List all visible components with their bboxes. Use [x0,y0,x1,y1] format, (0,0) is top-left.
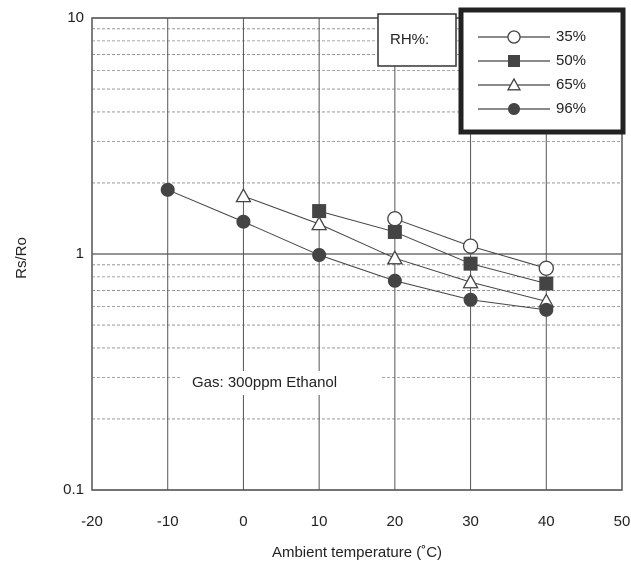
x-tick-label: 0 [239,513,247,530]
x-tick-label: 20 [387,513,404,530]
marker [388,225,402,239]
legend-label: 65% [556,76,586,93]
y-tick-label: 10 [67,9,84,26]
marker [539,261,553,275]
marker [388,251,402,264]
annotation: Gas: 300ppm Ethanol [192,374,337,391]
chart: Gas: 300ppm Ethanol RH%: Rs/Ro Ambient t… [0,0,631,572]
legend-label: 50% [556,52,586,69]
marker [388,274,402,288]
y-axis-label: Rs/Ro [13,237,30,279]
series-line [319,211,546,283]
marker [464,257,478,271]
marker [464,293,478,307]
x-tick-label: -20 [81,513,103,530]
legend-title: RH%: [390,31,429,48]
marker [312,217,326,230]
marker [236,189,250,202]
marker [161,183,175,197]
marks [161,183,554,317]
x-tick-label: 50 [614,513,631,530]
x-tick-label: -10 [157,513,179,530]
x-tick-label: 40 [538,513,555,530]
legend-marker [508,103,520,115]
marker [388,212,402,226]
y-tick-label: 1 [76,245,84,262]
legend-marker [508,55,520,67]
marker [464,275,478,288]
marker [539,276,553,290]
x-tick-label: 10 [311,513,328,530]
marker [539,303,553,317]
legend [461,10,623,132]
marker [464,239,478,253]
legend-marker [508,31,520,43]
y-tick-label: 0.1 [63,481,84,498]
series-line [168,190,547,310]
x-tick-label: 30 [462,513,479,530]
legend-label: 35% [556,28,586,45]
x-axis-label: Ambient temperature (˚C) [272,544,442,561]
marker [312,248,326,262]
legend-label: 96% [556,100,586,117]
marker [236,215,250,229]
